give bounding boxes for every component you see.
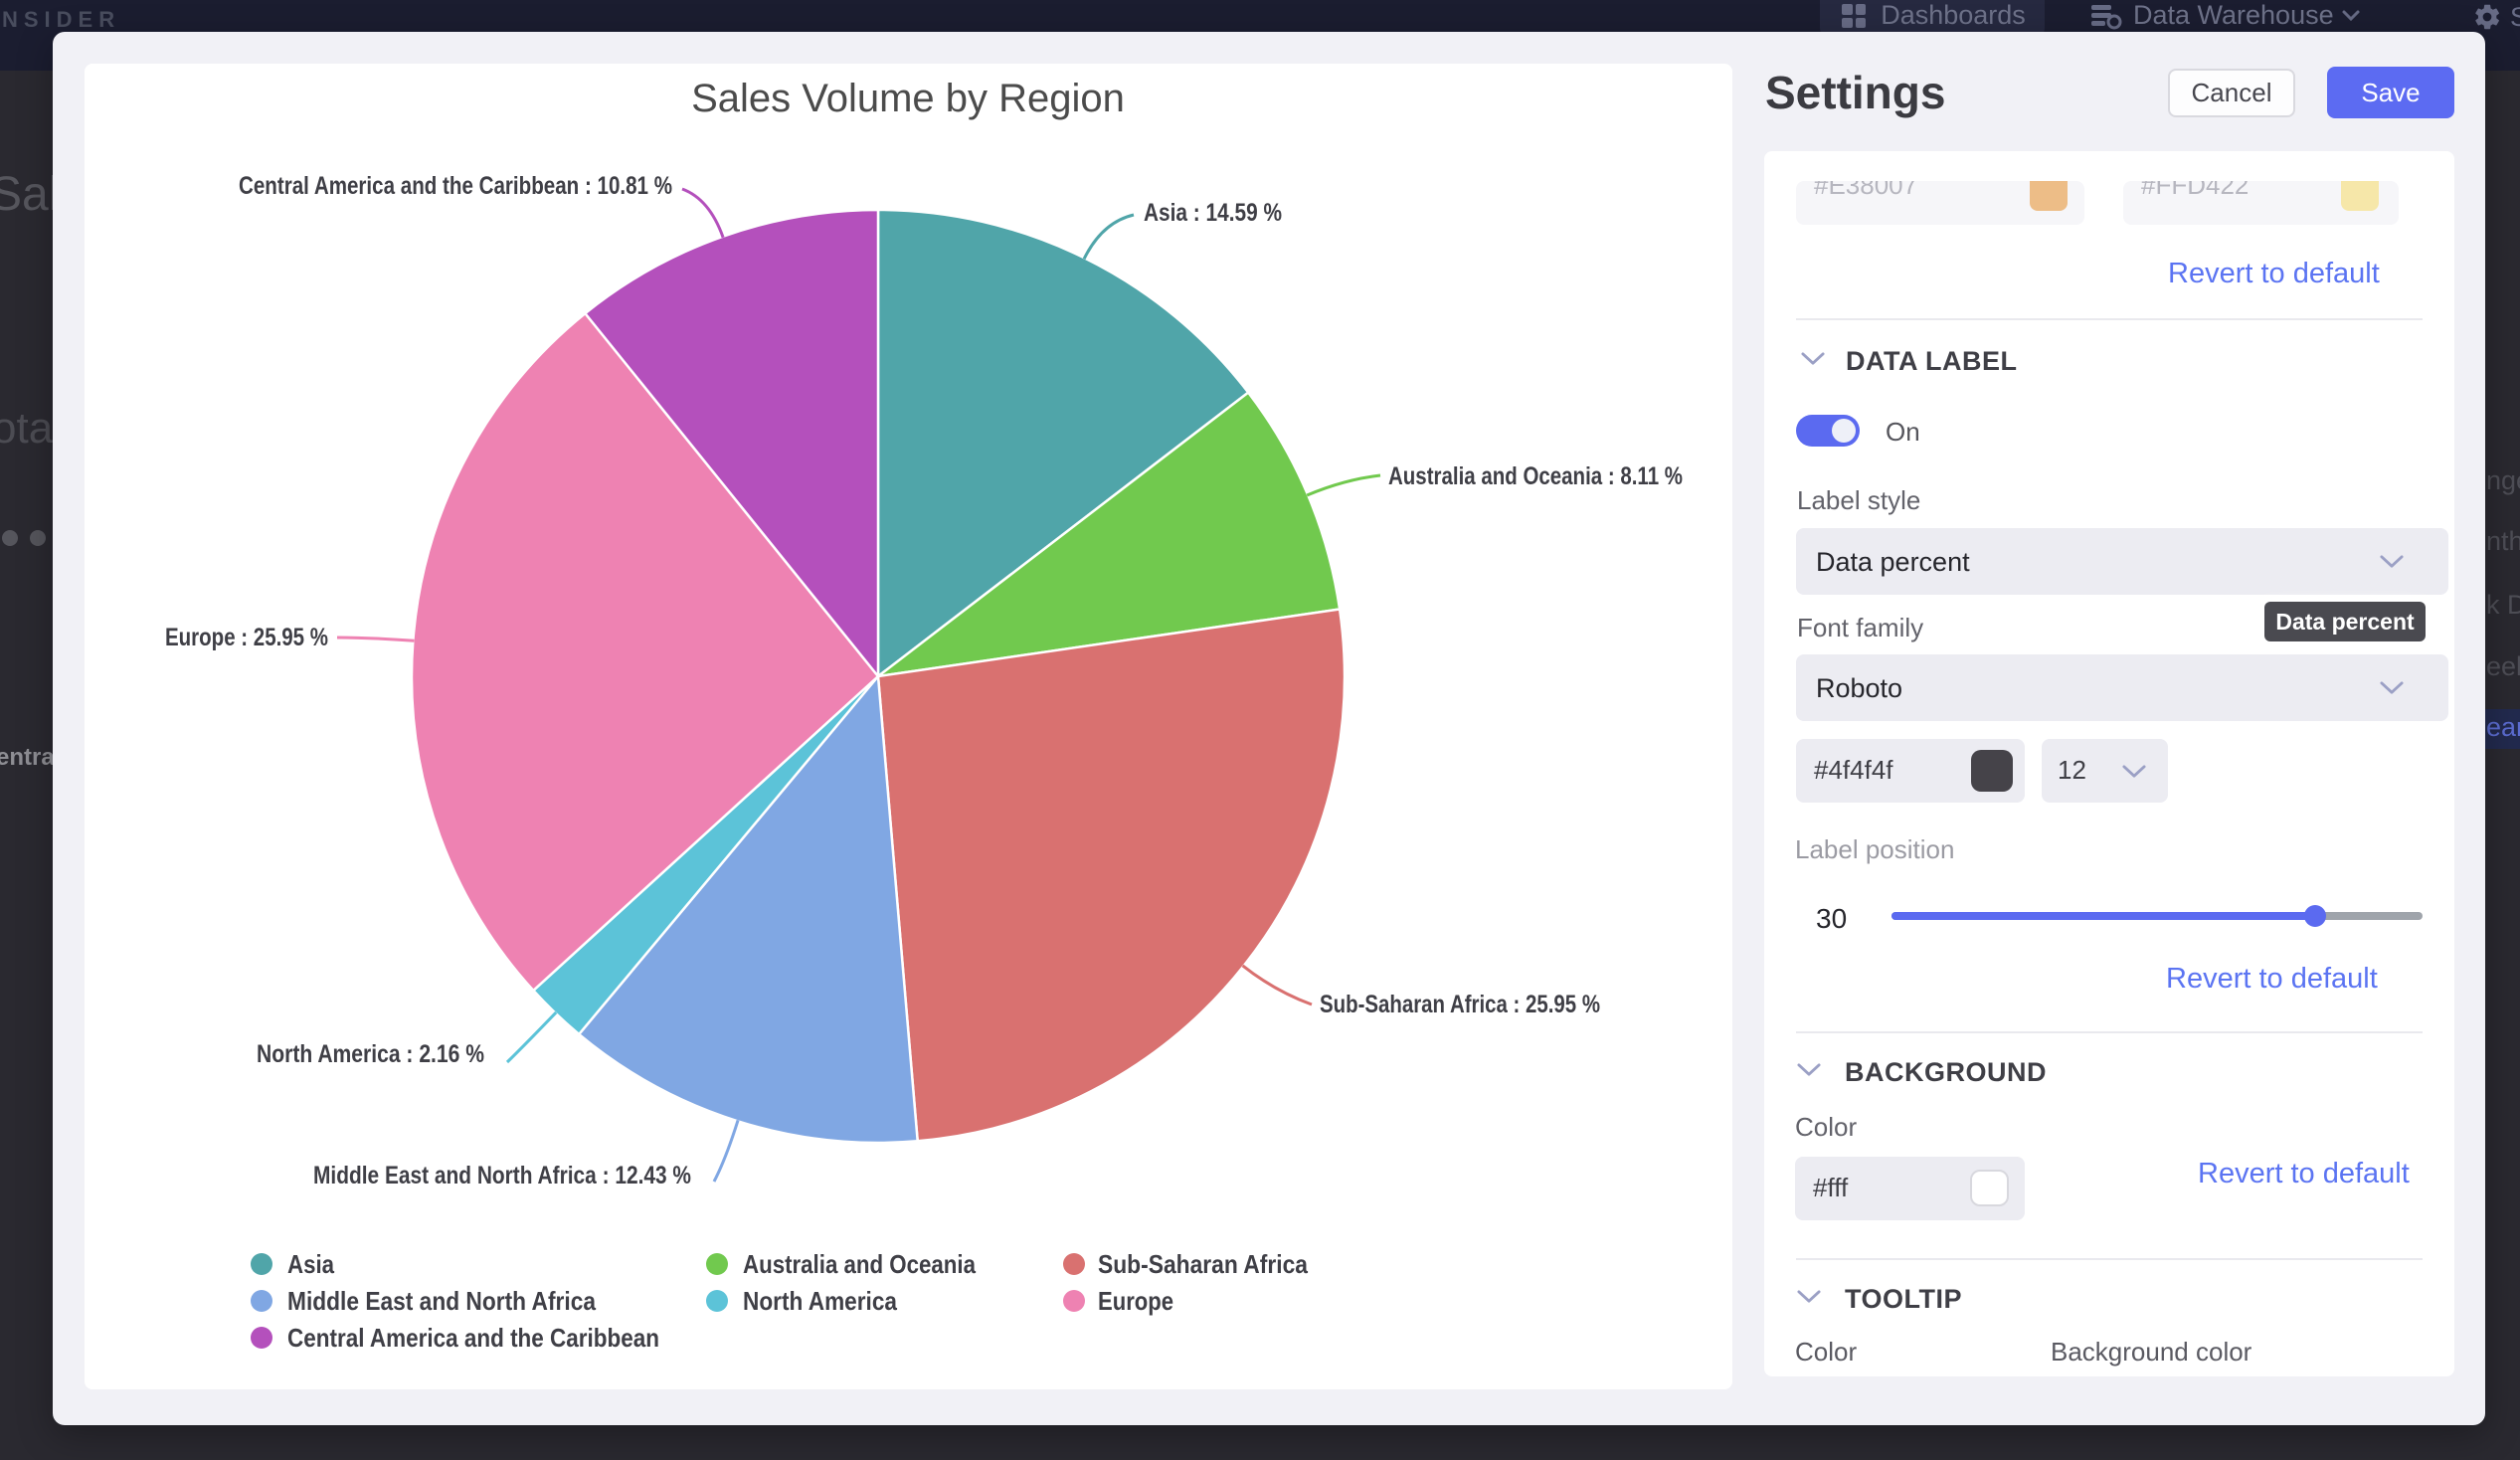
svg-text:Middle East and North Africa: Middle East and North Africa xyxy=(287,1286,596,1316)
svg-text:Europe : 25.95 %: Europe : 25.95 % xyxy=(165,624,328,651)
svg-text:Australia and Oceania: Australia and Oceania xyxy=(743,1249,976,1279)
svg-text:Sub-Saharan Africa : 25.95 %: Sub-Saharan Africa : 25.95 % xyxy=(1320,991,1600,1018)
svg-text:Asia : 14.59 %: Asia : 14.59 % xyxy=(1144,199,1282,227)
svg-text:Asia: Asia xyxy=(287,1249,334,1279)
svg-text:North America: North America xyxy=(743,1286,897,1316)
svg-text:Sales Volume by Region: Sales Volume by Region xyxy=(691,77,1125,120)
svg-text:Sub-Saharan Africa: Sub-Saharan Africa xyxy=(1098,1249,1308,1279)
svg-text:Central America and the Caribb: Central America and the Caribbean : 10.8… xyxy=(239,172,672,200)
svg-text:Australia and Oceania : 8.11 %: Australia and Oceania : 8.11 % xyxy=(1388,462,1683,490)
svg-text:Middle East and North Africa :: Middle East and North Africa : 12.43 % xyxy=(313,1162,691,1189)
svg-text:Central America and the Caribb: Central America and the Caribbean xyxy=(287,1323,659,1353)
svg-text:Europe: Europe xyxy=(1098,1286,1173,1316)
svg-text:North America : 2.16 %: North America : 2.16 % xyxy=(257,1040,484,1068)
